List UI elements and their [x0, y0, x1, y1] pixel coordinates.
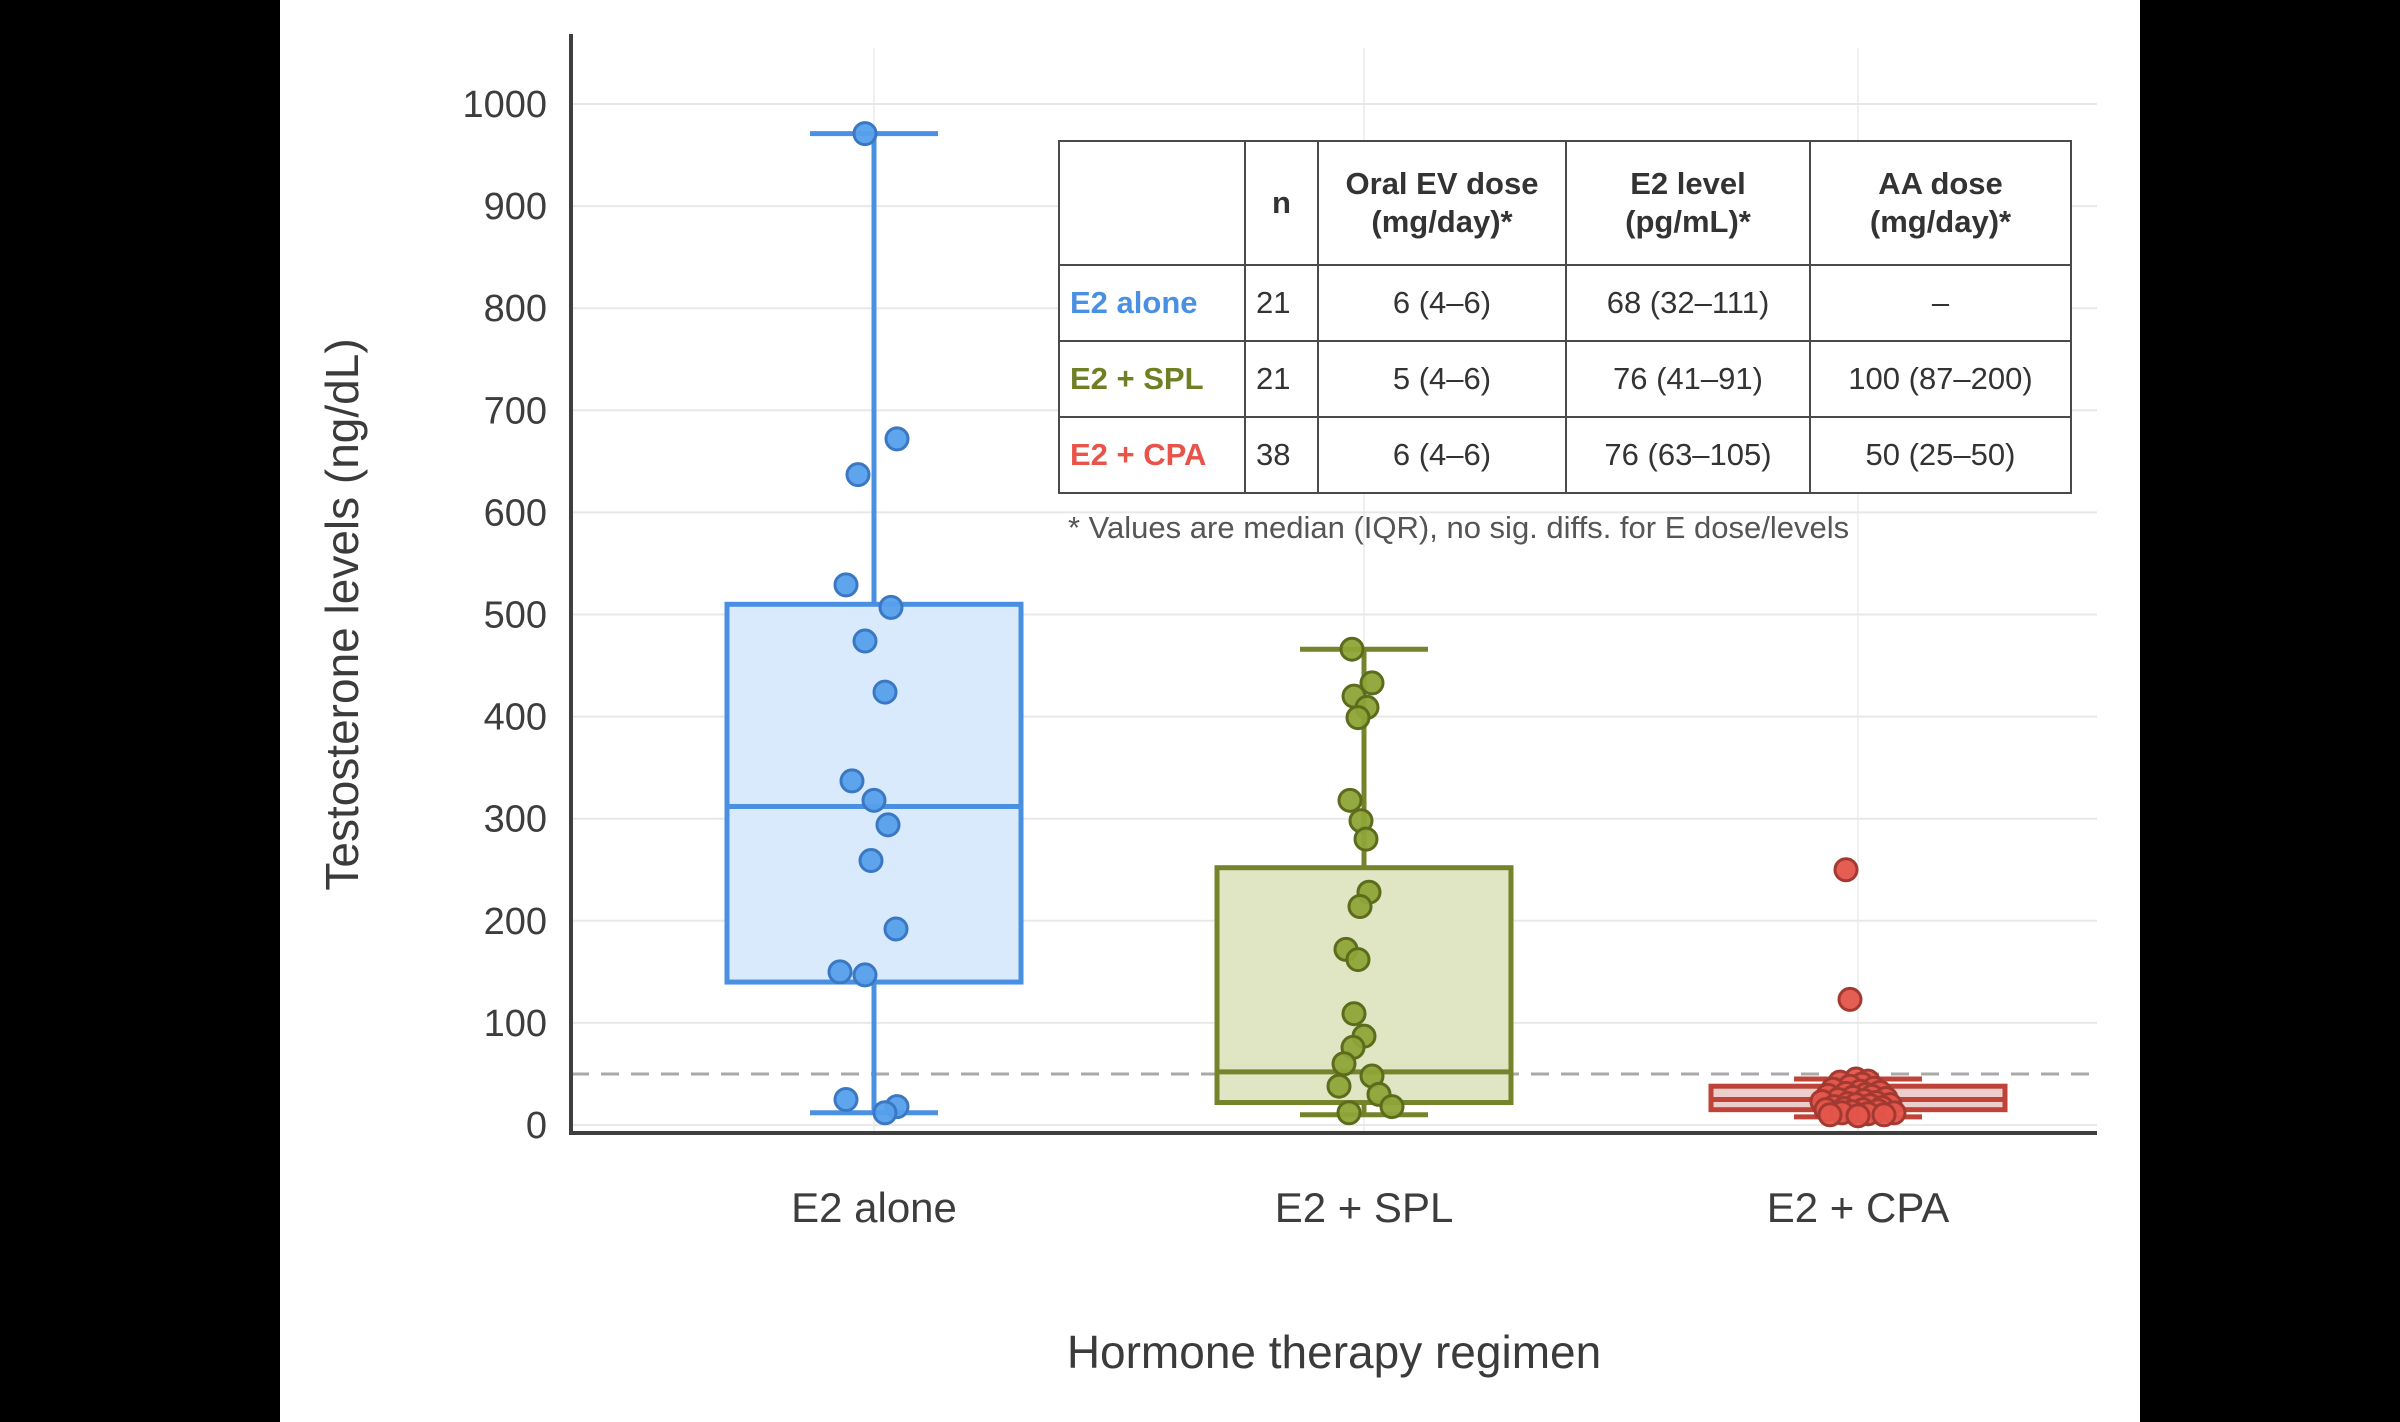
cell-e2-level: 68 (32–111) [1565, 264, 1811, 342]
x-category-label: E2 + CPA [1767, 1184, 1949, 1231]
y-tick-label: 800 [484, 288, 547, 330]
data-point [872, 679, 898, 705]
data-point [858, 848, 884, 874]
data-point [872, 1100, 898, 1126]
y-tick-label: 0 [526, 1105, 547, 1147]
data-point [839, 768, 865, 794]
data-point [884, 426, 910, 452]
data-point [1331, 1051, 1357, 1077]
data-point [861, 787, 887, 813]
cell-oral-ev-dose: 6 (4–6) [1317, 416, 1567, 494]
data-point [1837, 986, 1863, 1012]
table-row-e2-cpa: E2 + CPA 38 6 (4–6) 76 (63–105) 50 (25–5… [1058, 416, 2072, 494]
data-point [833, 572, 859, 598]
y-axis-title: Testosterone levels (ng/dL) [316, 338, 368, 890]
cell-n: 21 [1244, 264, 1319, 342]
x-category-label: E2 + SPL [1275, 1184, 1454, 1231]
data-point [1347, 894, 1373, 920]
data-point [1326, 1073, 1352, 1099]
y-tick-label: 200 [484, 901, 547, 943]
y-tick-label: 300 [484, 799, 547, 841]
data-point [1871, 1102, 1897, 1128]
data-point [827, 959, 853, 985]
x-category-label: E2 alone [791, 1184, 957, 1231]
letterbox-right [2140, 0, 2400, 1422]
data-point [852, 121, 878, 147]
data-point [852, 962, 878, 988]
data-point [875, 812, 901, 838]
data-point [1345, 705, 1371, 731]
summary-table: n Oral EV dose (mg/day)* E2 level (pg/mL… [1058, 140, 2088, 546]
data-point [1817, 1102, 1843, 1128]
data-point [1353, 826, 1379, 852]
dose-table: n Oral EV dose (mg/day)* E2 level (pg/mL… [1058, 140, 2072, 494]
y-tick-label: 500 [484, 595, 547, 637]
data-point [1359, 670, 1385, 696]
data-point [1833, 857, 1859, 883]
data-point [1341, 1001, 1367, 1027]
table-row-e2-alone: E2 alone 21 6 (4–6) 68 (32–111) – [1058, 264, 2072, 342]
cell-aa-dose: – [1809, 264, 2072, 342]
table-header-aa-dose: AA dose (mg/day)* [1809, 140, 2072, 266]
data-point [883, 916, 909, 942]
table-footnote: * Values are median (IQR), no sig. diffs… [1068, 510, 1850, 545]
data-point [1379, 1094, 1405, 1120]
row-label-e2-alone: E2 alone [1058, 264, 1246, 342]
y-tick-label: 600 [484, 492, 547, 534]
cell-oral-ev-dose: 6 (4–6) [1317, 264, 1567, 342]
data-point [878, 594, 904, 620]
data-point [1845, 1103, 1871, 1129]
table-row-e2-spl: E2 + SPL 21 5 (4–6) 76 (41–91) 100 (87–2… [1058, 340, 2072, 418]
y-tick-label: 100 [484, 1003, 547, 1045]
data-point [833, 1086, 859, 1112]
row-label-e2-cpa: E2 + CPA [1058, 416, 1246, 494]
cell-e2-level: 76 (63–105) [1565, 416, 1811, 494]
row-label-e2-spl: E2 + SPL [1058, 340, 1246, 418]
y-tick-label: 1000 [462, 84, 547, 126]
cell-aa-dose: 100 (87–200) [1809, 340, 2072, 418]
data-point [852, 628, 878, 654]
table-header-row: n Oral EV dose (mg/day)* E2 level (pg/mL… [1058, 140, 2072, 266]
data-point [1337, 787, 1363, 813]
data-point [845, 462, 871, 488]
data-point [1345, 947, 1371, 973]
data-point [1339, 636, 1365, 662]
cell-oral-ev-dose: 5 (4–6) [1317, 340, 1567, 418]
boxplot-chart: 0 100 200 300 400 500 600 700 800 900 1000 E2 alone… [316, 34, 2097, 1378]
letterbox-left [0, 0, 280, 1422]
table-header-e2-level: E2 level (pg/mL)* [1565, 140, 1811, 266]
cell-n: 38 [1244, 416, 1319, 494]
cell-e2-level: 76 (41–91) [1565, 340, 1811, 418]
data-point [1336, 1100, 1362, 1126]
y-tick-label: 400 [484, 697, 547, 739]
y-tick-label: 700 [484, 390, 547, 432]
table-header-oral-ev-dose: Oral EV dose (mg/day)* [1317, 140, 1567, 266]
y-tick-label: 900 [484, 186, 547, 228]
table-header-n: n [1244, 140, 1319, 266]
cell-n: 21 [1244, 340, 1319, 418]
table-header-blank [1058, 140, 1246, 266]
cell-aa-dose: 50 (25–50) [1809, 416, 2072, 494]
x-axis-title: Hormone therapy regimen [1067, 1326, 1601, 1378]
plot-area: 0 100 200 300 400 500 600 700 800 900 1000 E2 alone… [280, 0, 2140, 1422]
